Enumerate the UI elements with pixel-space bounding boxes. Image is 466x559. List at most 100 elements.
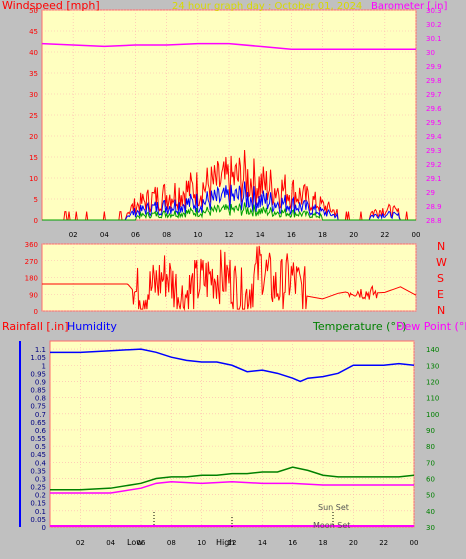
rainfall-tick-label: 0.4 (35, 459, 47, 467)
moonset-label: Moon Set (313, 521, 350, 530)
temperature-tick-label: 140 (426, 346, 439, 354)
rainfall-axis-label: Rainfall [.in] (2, 320, 69, 333)
wind-x-tick-label: 10 (193, 231, 202, 239)
barometer-tick-label: 29.5 (426, 119, 442, 127)
rain-temp-x-tick-label: 14 (258, 539, 267, 547)
rainfall-tick-label: 0.8 (35, 395, 46, 403)
rainfall-tick-label: 0.6 (35, 427, 47, 435)
barometer-tick-label: 29.7 (426, 91, 442, 99)
wind-x-tick-label: 08 (162, 231, 171, 239)
temperature-series-line (50, 466, 415, 491)
temperature-axis-label: Temperature (°F) (312, 320, 407, 333)
temperature-tick-label: 30 (426, 524, 435, 532)
barometer-tick-label: 30.3 (426, 7, 442, 15)
barometer-tick-label: 29 (426, 189, 435, 197)
temperature-tick-label: 120 (426, 378, 439, 386)
humidity-label: Humidity (67, 320, 117, 333)
temperature-tick-label: 130 (426, 362, 439, 370)
temperature-tick-label: 70 (426, 459, 435, 467)
barometer-tick-label: 29.3 (426, 147, 442, 155)
windspeed-tick-label: 35 (29, 70, 38, 78)
temperature-tick-label: 40 (426, 508, 435, 516)
windspeed-axis-label: Windspeed [mph] (2, 0, 100, 12)
direction-label-s: S (437, 272, 444, 285)
windspeed-tick-label: 20 (29, 133, 38, 141)
barometer-tick-label: 29.6 (426, 105, 442, 113)
rainfall-tick-label: 0.35 (30, 467, 46, 475)
rain-temp-x-tick-label: 20 (349, 539, 358, 547)
barometer-tick-label: 28.9 (426, 203, 442, 211)
direction-label-n-bottom: N (437, 304, 445, 317)
high-marker-label: High (216, 538, 234, 547)
rainfall-tick-label: 0.15 (30, 500, 46, 508)
temperature-tick-label: 90 (426, 427, 435, 435)
windspeed-tick-label: 50 (29, 7, 38, 15)
rain-temp-x-tick-label: 06 (137, 539, 146, 547)
rainfall-tick-label: 0.55 (30, 435, 46, 443)
barometer-tick-label: 29.2 (426, 161, 442, 169)
windspeed-tick-label: 30 (29, 91, 38, 99)
wind-x-tick-label: 18 (318, 231, 327, 239)
windspeed-tick-label: 5 (34, 196, 38, 204)
wind-x-tick-label: 22 (380, 231, 389, 239)
barometer-series-line (41, 42, 416, 50)
barometer-tick-label: 29.4 (426, 133, 442, 141)
windspeed-tick-label: 45 (29, 28, 38, 36)
barometer-tick-label: 30 (426, 49, 435, 57)
wind-x-tick-label: 00 (412, 231, 421, 239)
wind-direction-line (42, 245, 417, 312)
chart-title: 24 hour graph day : October 01, 2024 (172, 1, 362, 12)
barometer-tick-label: 30.2 (426, 21, 442, 29)
windspeed-tick-label: 10 (29, 175, 38, 183)
windspeed-low-line (42, 202, 416, 221)
wind-x-tick-label: 04 (100, 231, 109, 239)
temperature-tick-label: 60 (426, 475, 435, 483)
rainfall-tick-label: 0.7 (35, 411, 46, 419)
wind-x-tick-label: 06 (131, 231, 140, 239)
direction-tick-label: 0 (34, 308, 38, 316)
barometer-tick-label: 28.8 (426, 217, 442, 225)
barometer-tick-label: 29.1 (426, 175, 442, 183)
rainfall-tick-label: 0.75 (30, 403, 46, 411)
rain-temp-x-tick-label: 02 (76, 539, 85, 547)
wind-x-tick-label: 14 (256, 231, 265, 239)
rain-temp-x-tick-label: 18 (319, 539, 328, 547)
humidity-series-line (50, 348, 415, 383)
direction-label-e: E (437, 288, 444, 301)
windspeed-tick-label: 40 (29, 49, 38, 57)
rainfall-tick-label: 0.65 (30, 419, 46, 427)
rainfall-tick-label: 1.05 (30, 354, 46, 362)
rainfall-tick-label: 0.3 (35, 475, 46, 483)
rain-temp-x-tick-label: 16 (288, 539, 297, 547)
wind-x-tick-label: 12 (225, 231, 234, 239)
rain-temp-x-tick-label: 00 (410, 539, 419, 547)
windspeed-tick-label: 0 (34, 217, 38, 225)
rain-temp-x-tick-label: 12 (228, 539, 237, 547)
sunset-label: Sun Set (318, 503, 349, 512)
windspeed-tick-label: 15 (29, 154, 38, 162)
direction-tick-label: 180 (25, 275, 38, 283)
windspeed-tick-label: 25 (29, 112, 38, 120)
rainfall-tick-label: 0.45 (30, 451, 46, 459)
rainfall-tick-label: 0.25 (30, 484, 46, 492)
wind-x-tick-label: 16 (287, 231, 296, 239)
rainfall-tick-label: 0.85 (30, 387, 46, 395)
temperature-tick-label: 110 (426, 395, 439, 403)
barometer-tick-label: 29.9 (426, 63, 442, 71)
rainfall-tick-label: 0.95 (30, 370, 46, 378)
rain-temp-x-tick-label: 04 (106, 539, 115, 547)
rainfall-tick-label: 1 (42, 362, 46, 370)
wind-x-tick-label: 20 (349, 231, 358, 239)
direction-label-w: W (436, 256, 447, 269)
temperature-tick-label: 100 (426, 411, 439, 419)
barometer-tick-label: 29.8 (426, 77, 442, 85)
rainfall-tick-label: 0.05 (30, 516, 46, 524)
rainfall-tick-label: 0 (42, 524, 46, 532)
wind-x-tick-label: 02 (69, 231, 78, 239)
temperature-tick-label: 80 (426, 443, 435, 451)
dewpoint-series-line (50, 480, 414, 494)
dewpoint-axis-label: Dew Point (°F) (396, 320, 466, 333)
low-marker-label: Low (127, 538, 143, 547)
